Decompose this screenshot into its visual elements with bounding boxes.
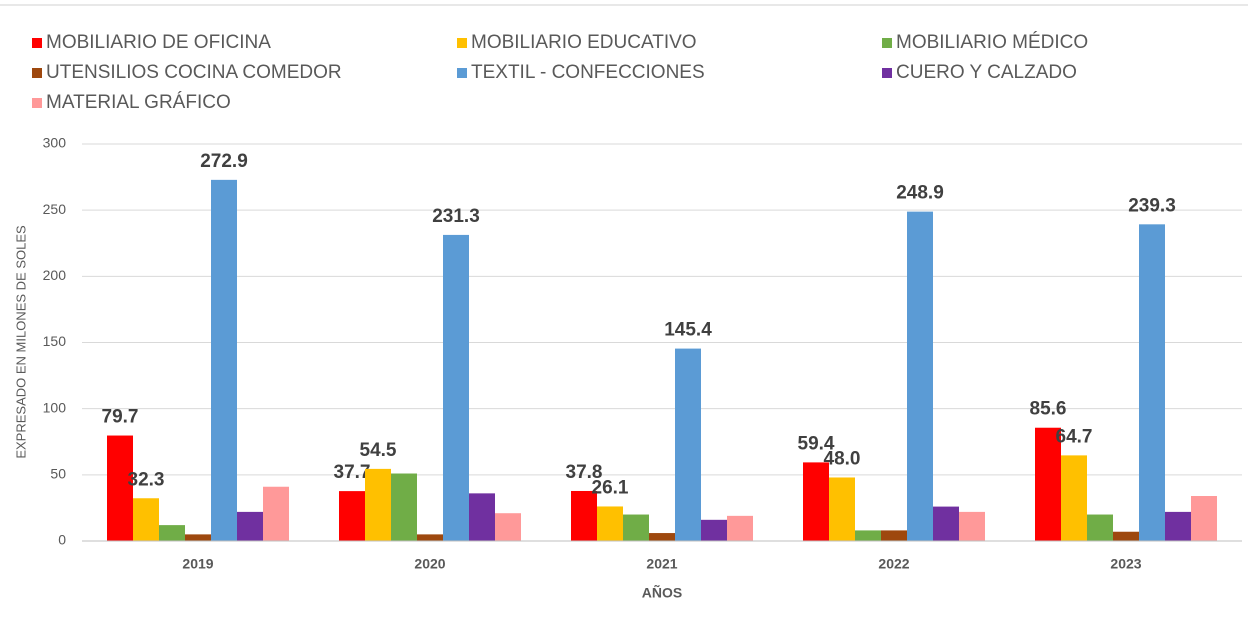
bar [237,511,263,541]
data-label: 79.7 [102,407,139,428]
data-label: 64.7 [1056,426,1093,447]
legend-label: CUERO Y CALZADO [896,62,1077,83]
y-tick-label: 200 [43,267,67,283]
bar [159,525,185,541]
data-label: 37.8 [566,462,603,483]
legend-label: MOBILIARIO EDUCATIVO [471,32,697,53]
bar [1035,427,1061,541]
legend-swatch [882,38,892,48]
bar [1165,511,1191,541]
legend-swatch [457,38,467,48]
y-tick-label: 100 [43,399,67,415]
data-label: 48.0 [824,448,861,469]
bar [1191,496,1217,541]
x-tick-label: 2022 [878,556,909,572]
data-label: 37.7 [334,462,371,483]
bar [907,211,933,542]
bar [133,498,159,541]
bar [1087,514,1113,541]
x-tick-label: 2023 [1110,556,1141,572]
bar [107,435,133,541]
bar [1061,455,1087,541]
bar [649,533,675,541]
bar [443,234,469,541]
bar [881,530,907,541]
data-label: 26.1 [592,477,629,498]
y-tick-label: 50 [50,466,66,482]
bar [829,477,855,541]
legend-swatch [32,98,42,108]
x-axis-label: AÑOS [642,584,682,601]
data-label: 32.3 [128,469,165,490]
x-tick-label: 2019 [182,556,213,572]
y-axis-label: EXPRESADO EN MILONES DE SOLES [13,225,28,459]
data-label: 248.9 [896,183,944,204]
bar [959,511,985,541]
bar [263,486,289,541]
data-label: 145.4 [664,320,712,341]
data-label: 239.3 [1128,195,1176,216]
legend-swatch [32,38,42,48]
bar [417,534,443,541]
legend-label: MATERIAL GRÁFICO [46,92,231,113]
bar [391,473,417,541]
y-tick-label: 300 [43,135,67,151]
bar [1113,531,1139,541]
bar [571,490,597,541]
data-label: 85.6 [1030,399,1067,420]
data-label: 272.9 [200,151,248,172]
bar [623,514,649,541]
legend-swatch [457,68,467,78]
legend-label: MOBILIARIO DE OFICINA [46,32,271,53]
legend-label: MOBILIARIO MÉDICO [896,32,1088,53]
bar [597,506,623,541]
bar [365,468,391,541]
bar [495,513,521,541]
bar [933,506,959,541]
y-tick-label: 150 [43,333,67,349]
bar [339,491,365,541]
bar [211,179,237,541]
bar [469,493,495,541]
x-tick-label: 2020 [414,556,445,572]
legend-swatch [882,68,892,78]
legend-label: UTENSILIOS COCINA COMEDOR [46,62,342,83]
data-label: 231.3 [432,206,480,227]
data-label: 54.5 [360,440,397,461]
bar [727,515,753,541]
bar [1139,224,1165,541]
x-tick-label: 2021 [646,556,677,572]
bar [185,534,211,541]
data-label: 59.4 [798,433,835,454]
y-tick-label: 250 [43,201,67,217]
bar [803,462,829,541]
bar [855,530,881,541]
bar [701,519,727,541]
legend-label: TEXTIL - CONFECCIONES [471,62,705,83]
y-tick-label: 0 [58,532,66,548]
legend-swatch [32,68,42,78]
bar [675,348,701,541]
